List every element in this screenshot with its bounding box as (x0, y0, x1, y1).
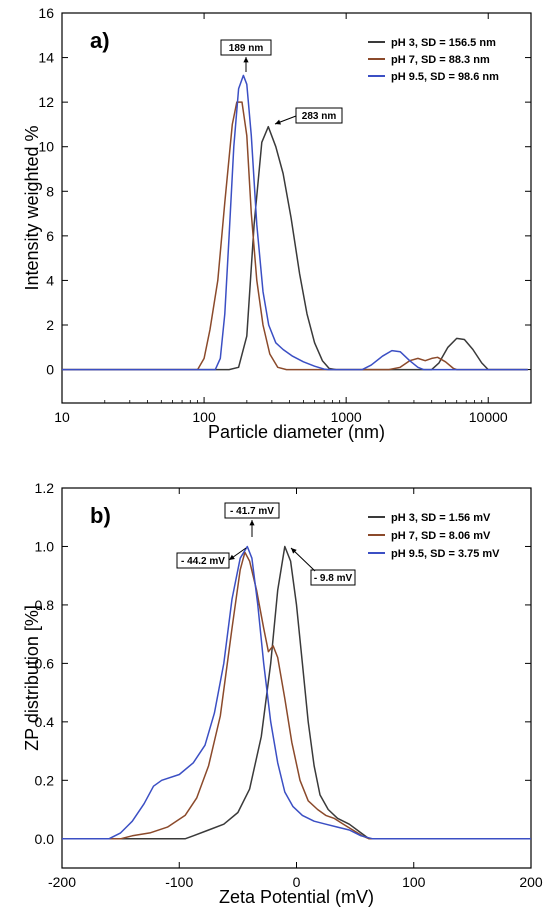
x-axis-label: Zeta Potential (mV) (219, 887, 374, 907)
x-tick-label: 10 (54, 409, 70, 425)
x-tick-label: 100 (402, 874, 426, 890)
y-tick-label: 10 (38, 139, 54, 155)
y-tick-label: 0.4 (35, 714, 55, 730)
annotation-arrowhead (243, 57, 249, 63)
y-tick-label: 6 (46, 228, 54, 244)
y-tick-label: 0.2 (35, 772, 55, 788)
legend-label: pH 7, SD = 8.06 mV (391, 530, 491, 542)
y-tick-label: 0.8 (35, 597, 55, 613)
annotation-arrowhead (249, 520, 255, 526)
x-tick-label: 0 (293, 874, 301, 890)
y-tick-label: 2 (46, 317, 54, 333)
y-tick-label: 12 (38, 94, 54, 110)
annotation-label: 283 nm (302, 111, 337, 122)
series-line-2 (62, 551, 531, 840)
annotation-box (295, 107, 343, 124)
x-tick-label: 10000 (469, 409, 508, 425)
annotation: 283 nm (274, 107, 343, 125)
series-line-1 (62, 125, 528, 371)
y-axis-label: Intensity weighted % (22, 125, 42, 290)
annotation-arrowhead (229, 554, 235, 560)
series-line-2 (62, 101, 528, 371)
annotation-box (176, 552, 230, 569)
series-line-3 (62, 74, 528, 371)
panel-label: b) (90, 503, 111, 528)
y-tick-label: 1.2 (35, 480, 55, 496)
plot-frame (61, 12, 532, 404)
y-axis-label: ZP distribution [%] (22, 605, 42, 751)
chart-panel-1: 10 100 1000 10000 0 2 4 6 8 10 12 14 16 Particle diam… (22, 5, 532, 442)
legend: pH 3, SD = 156.5 nm pH 7, SD = 88.3 nm pH … (368, 37, 499, 83)
x-tick-label: 1000 (331, 409, 362, 425)
panel-label: a) (90, 28, 110, 53)
x-tick-label: -100 (165, 874, 193, 890)
y-tick-label: 14 (38, 50, 54, 66)
legend-label: pH 9.5, SD = 98.6 nm (391, 71, 499, 83)
y-tick-label: 1.0 (35, 538, 55, 554)
x-tick-label: 100 (192, 409, 216, 425)
x-axis-label: Particle diameter (nm) (208, 422, 385, 442)
legend-label: pH 7, SD = 88.3 nm (391, 54, 490, 66)
series-line-1 (62, 545, 531, 840)
annotation-label: - 41.7 mV (230, 506, 274, 517)
x-tick-label: -200 (48, 874, 76, 890)
annotation: - 9.8 mV (290, 547, 356, 586)
plot-frame (61, 487, 532, 869)
annotation: - 41.7 mV (224, 502, 280, 537)
annotation: - 44.2 mV (176, 547, 247, 569)
annotation-arrowhead (291, 548, 297, 554)
legend-label: pH 3, SD = 156.5 nm (391, 37, 496, 49)
y-tick-label: 4 (46, 272, 54, 288)
chart-panel-2: -200 -100 0 100 200 0.0 0.2 0.4 0.6 0.8 1.0 1.2 Zeta… (22, 480, 543, 907)
legend: pH 3, SD = 1.56 mV pH 7, SD = 8.06 mV pH 9… (368, 512, 500, 560)
y-tick-label: 0 (46, 362, 54, 378)
series-line-3 (62, 545, 531, 840)
annotation-arrowhead (275, 119, 281, 125)
annotation-box (220, 39, 272, 56)
annotation-label: - 9.8 mV (314, 573, 353, 584)
y-tick-label: 0.0 (35, 831, 55, 847)
annotation-arrow (290, 547, 316, 572)
annotation-box (224, 502, 280, 519)
x-tick-label: 200 (519, 874, 543, 890)
annotation-label: - 44.2 mV (181, 556, 225, 567)
annotation-label: 189 nm (229, 43, 264, 54)
y-tick-label: 0.6 (35, 655, 55, 671)
legend-label: pH 3, SD = 1.56 mV (391, 512, 491, 524)
y-tick-label: 16 (38, 5, 54, 21)
legend-label: pH 9.5, SD = 3.75 mV (391, 548, 500, 560)
y-tick-label: 8 (46, 183, 54, 199)
annotation-box (310, 569, 356, 586)
annotation: 189 nm (220, 39, 272, 72)
